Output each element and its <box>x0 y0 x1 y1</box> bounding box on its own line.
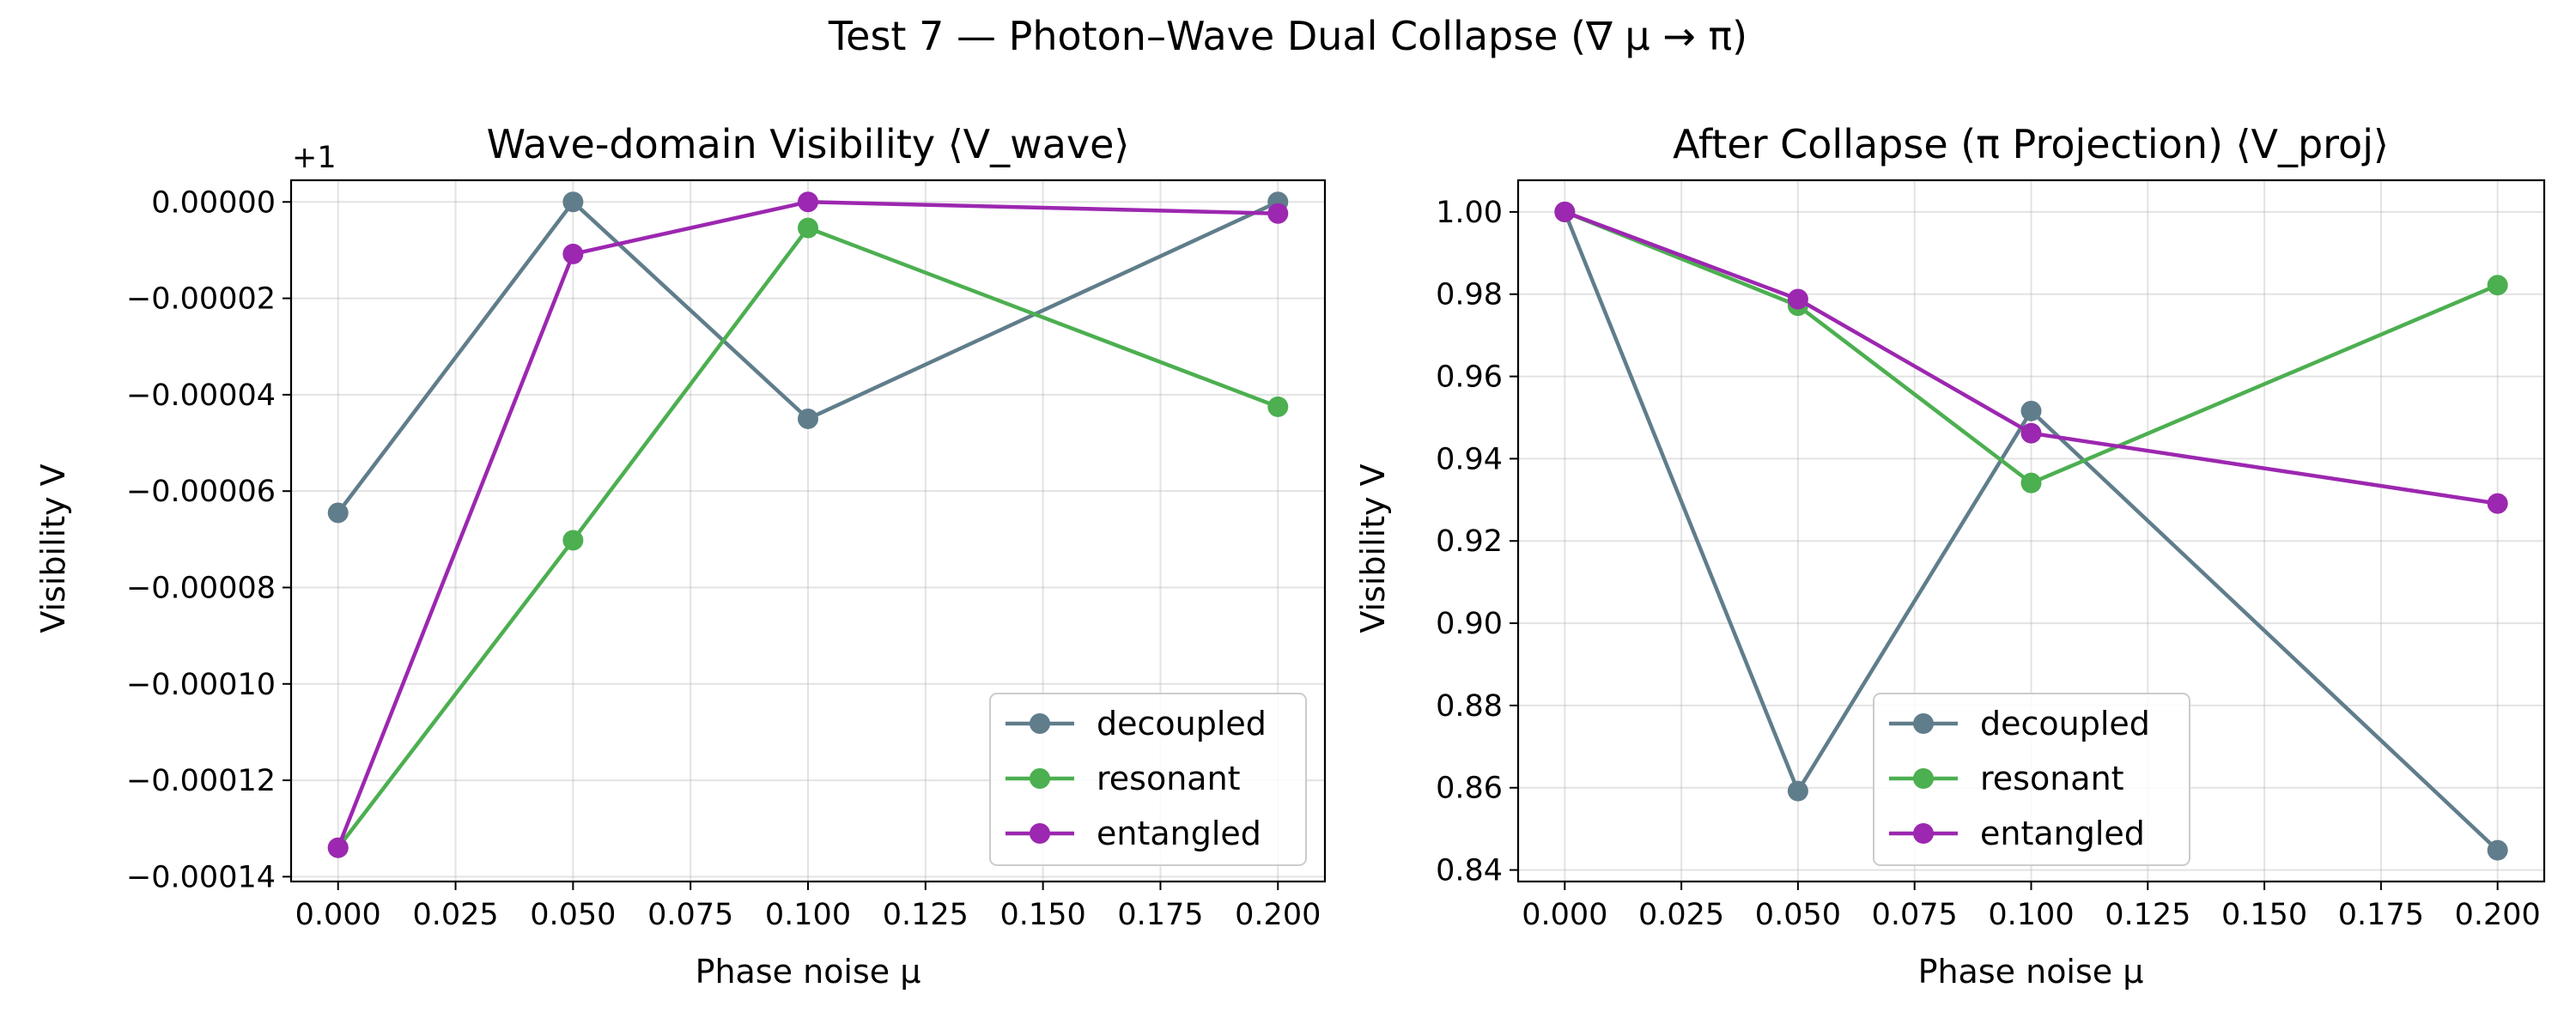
x-tick-label: 0.200 <box>1235 898 1321 932</box>
x-tick-label: 0.050 <box>530 898 616 932</box>
y-tick-label: 0.90 <box>1436 607 1503 641</box>
x-tick-label: 0.075 <box>1872 898 1958 932</box>
x-tick-label: 0.175 <box>2338 898 2424 932</box>
data-point <box>327 502 349 524</box>
x-tick-label: 0.050 <box>1755 898 1841 932</box>
x-tick-label: 0.125 <box>883 898 969 932</box>
panel-title: After Collapse (π Projection) ⟨V_proj⟩ <box>1673 121 2389 167</box>
legend-marker <box>1030 768 1050 789</box>
legend-box <box>989 693 1307 866</box>
y-tick-label: −0.00004 <box>126 379 276 413</box>
data-point <box>327 837 349 858</box>
x-axis-label: Phase noise μ <box>696 953 921 991</box>
legend-entry-decoupled: decoupled <box>1889 705 2150 742</box>
y-tick-label: 0.98 <box>1436 278 1503 312</box>
data-point <box>798 191 818 213</box>
series-entangled <box>327 191 1289 858</box>
x-axis-label: Phase noise μ <box>1918 953 2144 991</box>
data-point <box>562 191 584 213</box>
x-tick-label: 0.150 <box>1000 898 1086 932</box>
data-point <box>2020 472 2042 494</box>
y-tick-label: −0.00008 <box>126 571 276 605</box>
x-tick-label: 0.125 <box>2105 898 2190 932</box>
data-point <box>2020 400 2042 421</box>
legend-label: resonant <box>1097 760 1241 797</box>
panel-title: Wave-domain Visibility ⟨V_wave⟩ <box>487 121 1130 167</box>
y-tick-label: 0.94 <box>1436 442 1503 476</box>
data-point <box>1267 396 1289 417</box>
legend-box <box>1873 693 2190 866</box>
data-point <box>798 217 818 239</box>
legend-entry-resonant: resonant <box>1005 760 1241 797</box>
legend-label: entangled <box>1097 815 1261 852</box>
series-line <box>336 200 1279 514</box>
x-tick-label: 0.000 <box>295 898 381 932</box>
data-point <box>562 243 584 264</box>
y-tick-label: 0.86 <box>1436 772 1503 806</box>
data-point <box>2487 493 2508 514</box>
series-line <box>1563 211 2500 852</box>
y-tick-label: −0.00010 <box>126 668 276 702</box>
x-tick-label: 0.100 <box>765 898 851 932</box>
x-tick-label: 0.000 <box>1522 898 1607 932</box>
y-tick-label: −0.00014 <box>126 860 276 894</box>
y-tick-label: 0.96 <box>1436 360 1503 395</box>
y-tick-label: −0.00002 <box>126 282 276 317</box>
x-tick-label: 0.025 <box>412 898 498 932</box>
series-line <box>336 200 1279 849</box>
legend-label: decoupled <box>1097 705 1267 742</box>
series-entangled <box>1554 201 2508 514</box>
legend-marker <box>1913 768 1934 789</box>
y-axis-label: Visibility V <box>34 464 72 633</box>
series-line <box>336 226 1279 850</box>
data-point <box>1267 203 1289 224</box>
series-line <box>1564 209 2499 506</box>
data-point <box>562 530 584 551</box>
legend-entry-resonant: resonant <box>1889 760 2124 797</box>
legend-label: entangled <box>1980 815 2145 852</box>
data-point <box>2487 275 2508 296</box>
legend-label: decoupled <box>1980 705 2150 742</box>
y-tick-label: 0.00000 <box>151 185 276 220</box>
legend-entry-entangled: entangled <box>1005 815 1261 852</box>
data-point <box>1787 780 1808 802</box>
legend-marker <box>1913 823 1934 844</box>
data-point <box>1554 201 1576 222</box>
legend-marker <box>1913 713 1934 734</box>
legend-entry-entangled: entangled <box>1889 815 2145 852</box>
panel-projected-visibility: After Collapse (π Projection) ⟨V_proj⟩ V… <box>1354 121 2546 991</box>
series-line <box>1564 209 2499 485</box>
x-tick-label: 0.150 <box>2221 898 2307 932</box>
x-tick-label: 0.100 <box>1988 898 2074 932</box>
figure-suptitle: Test 7 — Photon–Wave Dual Collapse (∇ μ … <box>828 13 1747 59</box>
y-tick-label: 0.92 <box>1436 524 1503 559</box>
y-offset-label: +1 <box>292 141 337 175</box>
legend-marker <box>1030 823 1050 844</box>
data-point <box>798 408 818 429</box>
y-tick-label: −0.00012 <box>126 764 276 798</box>
x-tick-label: 0.200 <box>2455 898 2541 932</box>
y-tick-label: −0.00006 <box>126 475 276 509</box>
data-point <box>2020 422 2042 444</box>
y-tick-label: 0.88 <box>1436 689 1503 724</box>
x-tick-label: 0.075 <box>647 898 733 932</box>
legend-marker <box>1030 713 1050 734</box>
data-point <box>2487 839 2508 861</box>
x-tick-label: 0.175 <box>1117 898 1203 932</box>
y-tick-label: 1.00 <box>1436 196 1503 230</box>
y-tick-label: 0.84 <box>1436 854 1503 888</box>
legend-label: resonant <box>1980 760 2124 797</box>
x-tick-label: 0.025 <box>1638 898 1724 932</box>
legend-entry-decoupled: decoupled <box>1005 705 1267 742</box>
y-axis-label: Visibility V <box>1354 464 1392 633</box>
panel-wave-visibility: Wave-domain Visibility ⟨V_wave⟩ Visibili… <box>34 121 1327 991</box>
data-point <box>1787 288 1808 310</box>
